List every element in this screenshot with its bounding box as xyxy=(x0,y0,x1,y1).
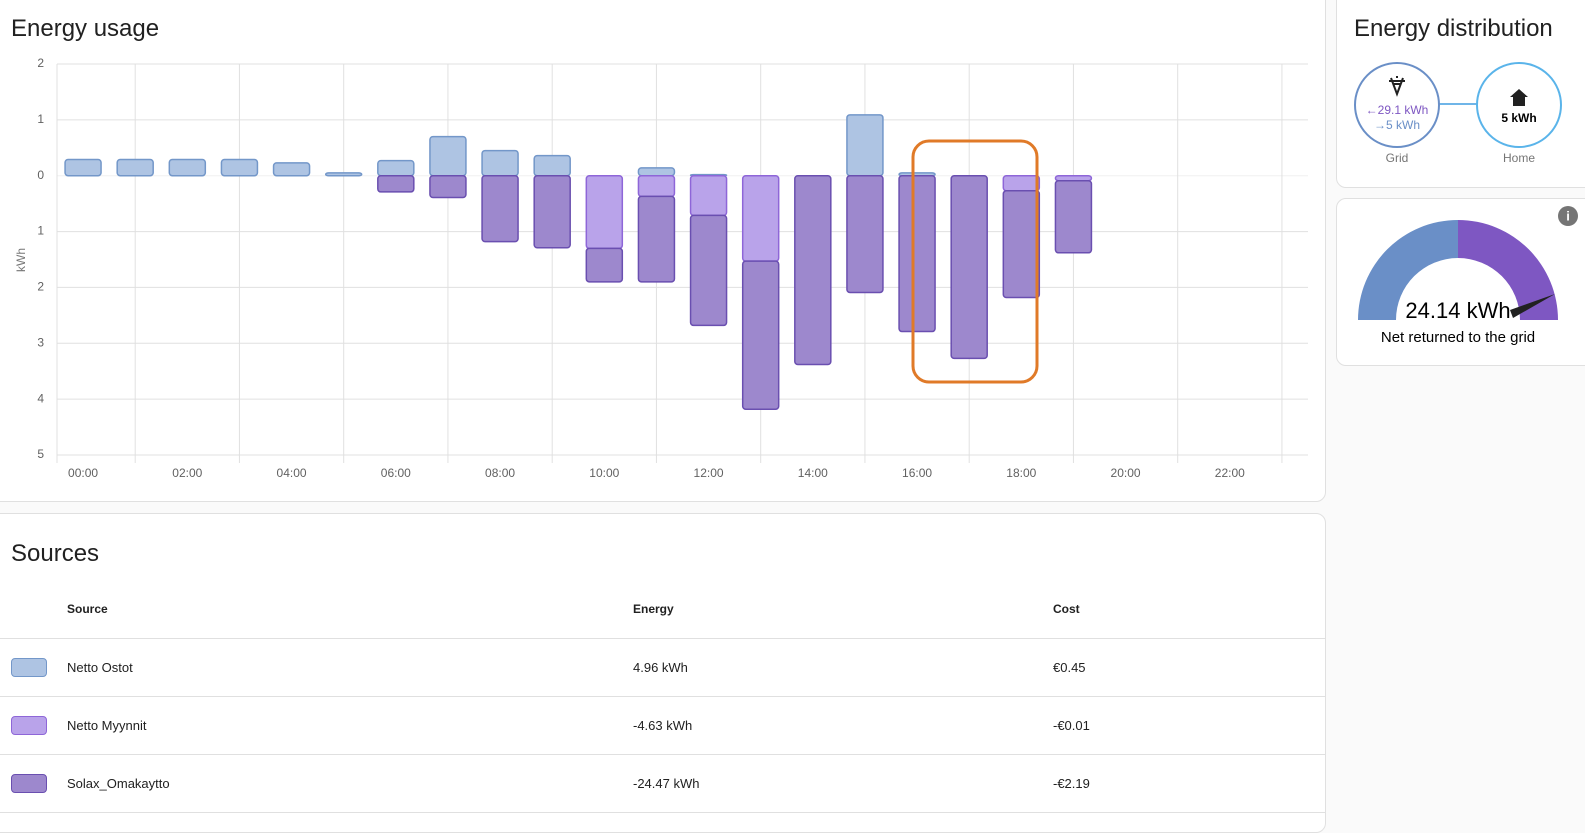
bar xyxy=(220,158,259,177)
x-tick-label: 12:00 xyxy=(694,466,724,480)
bar xyxy=(1054,179,1093,254)
bar xyxy=(689,174,728,217)
bar xyxy=(950,174,988,360)
x-tick-label: 20:00 xyxy=(1111,466,1141,480)
y-tick-label: 1 xyxy=(37,224,44,238)
y-tick-label: 4 xyxy=(37,391,44,405)
source-row: Solax_Omakaytto -24.47 kWh -€2.19 xyxy=(0,754,1325,813)
y-tick-label: 1 xyxy=(37,112,44,126)
chart: kWh 2 1 0 1 2 3 4 5 00:00 02:00 04:00 06:00 08:00 10:… xyxy=(14,56,1308,480)
grid-icon xyxy=(1389,76,1405,97)
distribution-diagram: ←29.1 kWh →5 kWh 5 kWh Grid Home xyxy=(1354,62,1562,165)
bar xyxy=(481,174,519,243)
y-tick-label: 5 xyxy=(37,447,44,461)
card-title: Sources xyxy=(11,540,100,567)
grid-consumed: →5 kWh xyxy=(1374,118,1420,132)
swatch-header xyxy=(0,580,66,639)
x-tick-label: 06:00 xyxy=(381,466,411,480)
card-title: Energy usage xyxy=(11,15,160,42)
bar xyxy=(846,174,884,294)
bar xyxy=(846,114,884,177)
y-tick-label: 2 xyxy=(37,280,44,294)
grid-label: Grid xyxy=(1386,151,1409,165)
bar xyxy=(585,174,624,250)
home-label: Home xyxy=(1503,151,1535,165)
x-tick-label: 14:00 xyxy=(798,466,828,480)
x-tick-label: 16:00 xyxy=(902,466,932,480)
swatch-cell xyxy=(0,696,66,755)
card-title: Energy distribution xyxy=(1354,15,1553,42)
x-tick-label: 00:00 xyxy=(68,466,98,480)
grid-returned: ←29.1 kWh xyxy=(1366,103,1429,117)
y-tick-label: 2 xyxy=(37,56,44,70)
bar xyxy=(637,174,676,198)
cell: -€0.01 xyxy=(1052,696,1325,755)
gauge: i 24.14 kWh Net returned to the grid xyxy=(1358,206,1578,346)
bar xyxy=(377,159,415,177)
color-swatch xyxy=(11,716,47,735)
cell: -4.63 kWh xyxy=(632,696,1052,755)
gauge-value: 24.14 kWh xyxy=(1405,298,1510,323)
table-header: Source Energy Cost xyxy=(0,580,1325,639)
color-swatch xyxy=(11,658,47,677)
bar xyxy=(533,174,571,249)
y-tick-label: 3 xyxy=(37,335,44,349)
home-value: 5 kWh xyxy=(1501,111,1536,125)
info-icon[interactable] xyxy=(1558,206,1578,226)
bar xyxy=(168,158,207,177)
bar xyxy=(1002,190,1041,299)
column-header: Source xyxy=(66,580,632,639)
bar xyxy=(116,158,154,177)
bar xyxy=(64,158,102,177)
cell: Solax_Omakaytto xyxy=(66,754,632,813)
bar xyxy=(898,174,936,333)
grid-node xyxy=(1354,62,1440,148)
sources-table: Source Energy Cost Netto Ostot 4.96 kWh €0… xyxy=(0,580,1325,813)
bar xyxy=(377,174,415,193)
bar xyxy=(741,260,780,410)
bar xyxy=(533,154,571,177)
bar xyxy=(794,174,832,366)
x-tick-label: 04:00 xyxy=(277,466,307,480)
home-icon xyxy=(1510,89,1528,106)
x-tick-label: 18:00 xyxy=(1006,466,1036,480)
column-header: Cost xyxy=(1052,580,1325,639)
bar xyxy=(585,247,624,283)
cell: Netto Myynnit xyxy=(66,696,632,755)
y-axis-label: kWh xyxy=(14,248,28,272)
gauge-label: Net returned to the grid xyxy=(1381,329,1535,346)
cell: €0.45 xyxy=(1052,638,1325,697)
bar xyxy=(637,195,676,283)
bar xyxy=(637,167,676,177)
bar xyxy=(429,174,467,199)
x-tick-label: 22:00 xyxy=(1215,466,1245,480)
color-swatch xyxy=(11,774,47,793)
cell: 4.96 kWh xyxy=(632,638,1052,697)
column-header: Energy xyxy=(632,580,1052,639)
bar xyxy=(481,149,519,177)
bar xyxy=(272,162,311,177)
source-row: Netto Myynnit -4.63 kWh -€0.01 xyxy=(0,696,1325,755)
y-tick-label: 0 xyxy=(37,168,44,182)
x-tick-label: 10:00 xyxy=(589,466,619,480)
cell: -€2.19 xyxy=(1052,754,1325,813)
gauge-returned-arc xyxy=(1458,220,1558,320)
bar xyxy=(1054,174,1093,182)
x-tick-label: 08:00 xyxy=(485,466,515,480)
info-icon-glyph[interactable]: i xyxy=(1566,208,1570,223)
swatch-cell xyxy=(0,754,66,813)
bar xyxy=(324,172,363,177)
bar xyxy=(1002,174,1041,192)
source-row: Netto Ostot 4.96 kWh €0.45 xyxy=(0,638,1325,697)
cell: Netto Ostot xyxy=(66,638,632,697)
x-tick-label: 02:00 xyxy=(172,466,202,480)
swatch-cell xyxy=(0,638,66,697)
gauge-needle xyxy=(1510,294,1555,318)
cell: -24.47 kWh xyxy=(632,754,1052,813)
bar xyxy=(429,135,467,177)
bar xyxy=(689,214,728,327)
bar xyxy=(741,174,780,262)
gauge-consumed-arc xyxy=(1358,220,1458,320)
